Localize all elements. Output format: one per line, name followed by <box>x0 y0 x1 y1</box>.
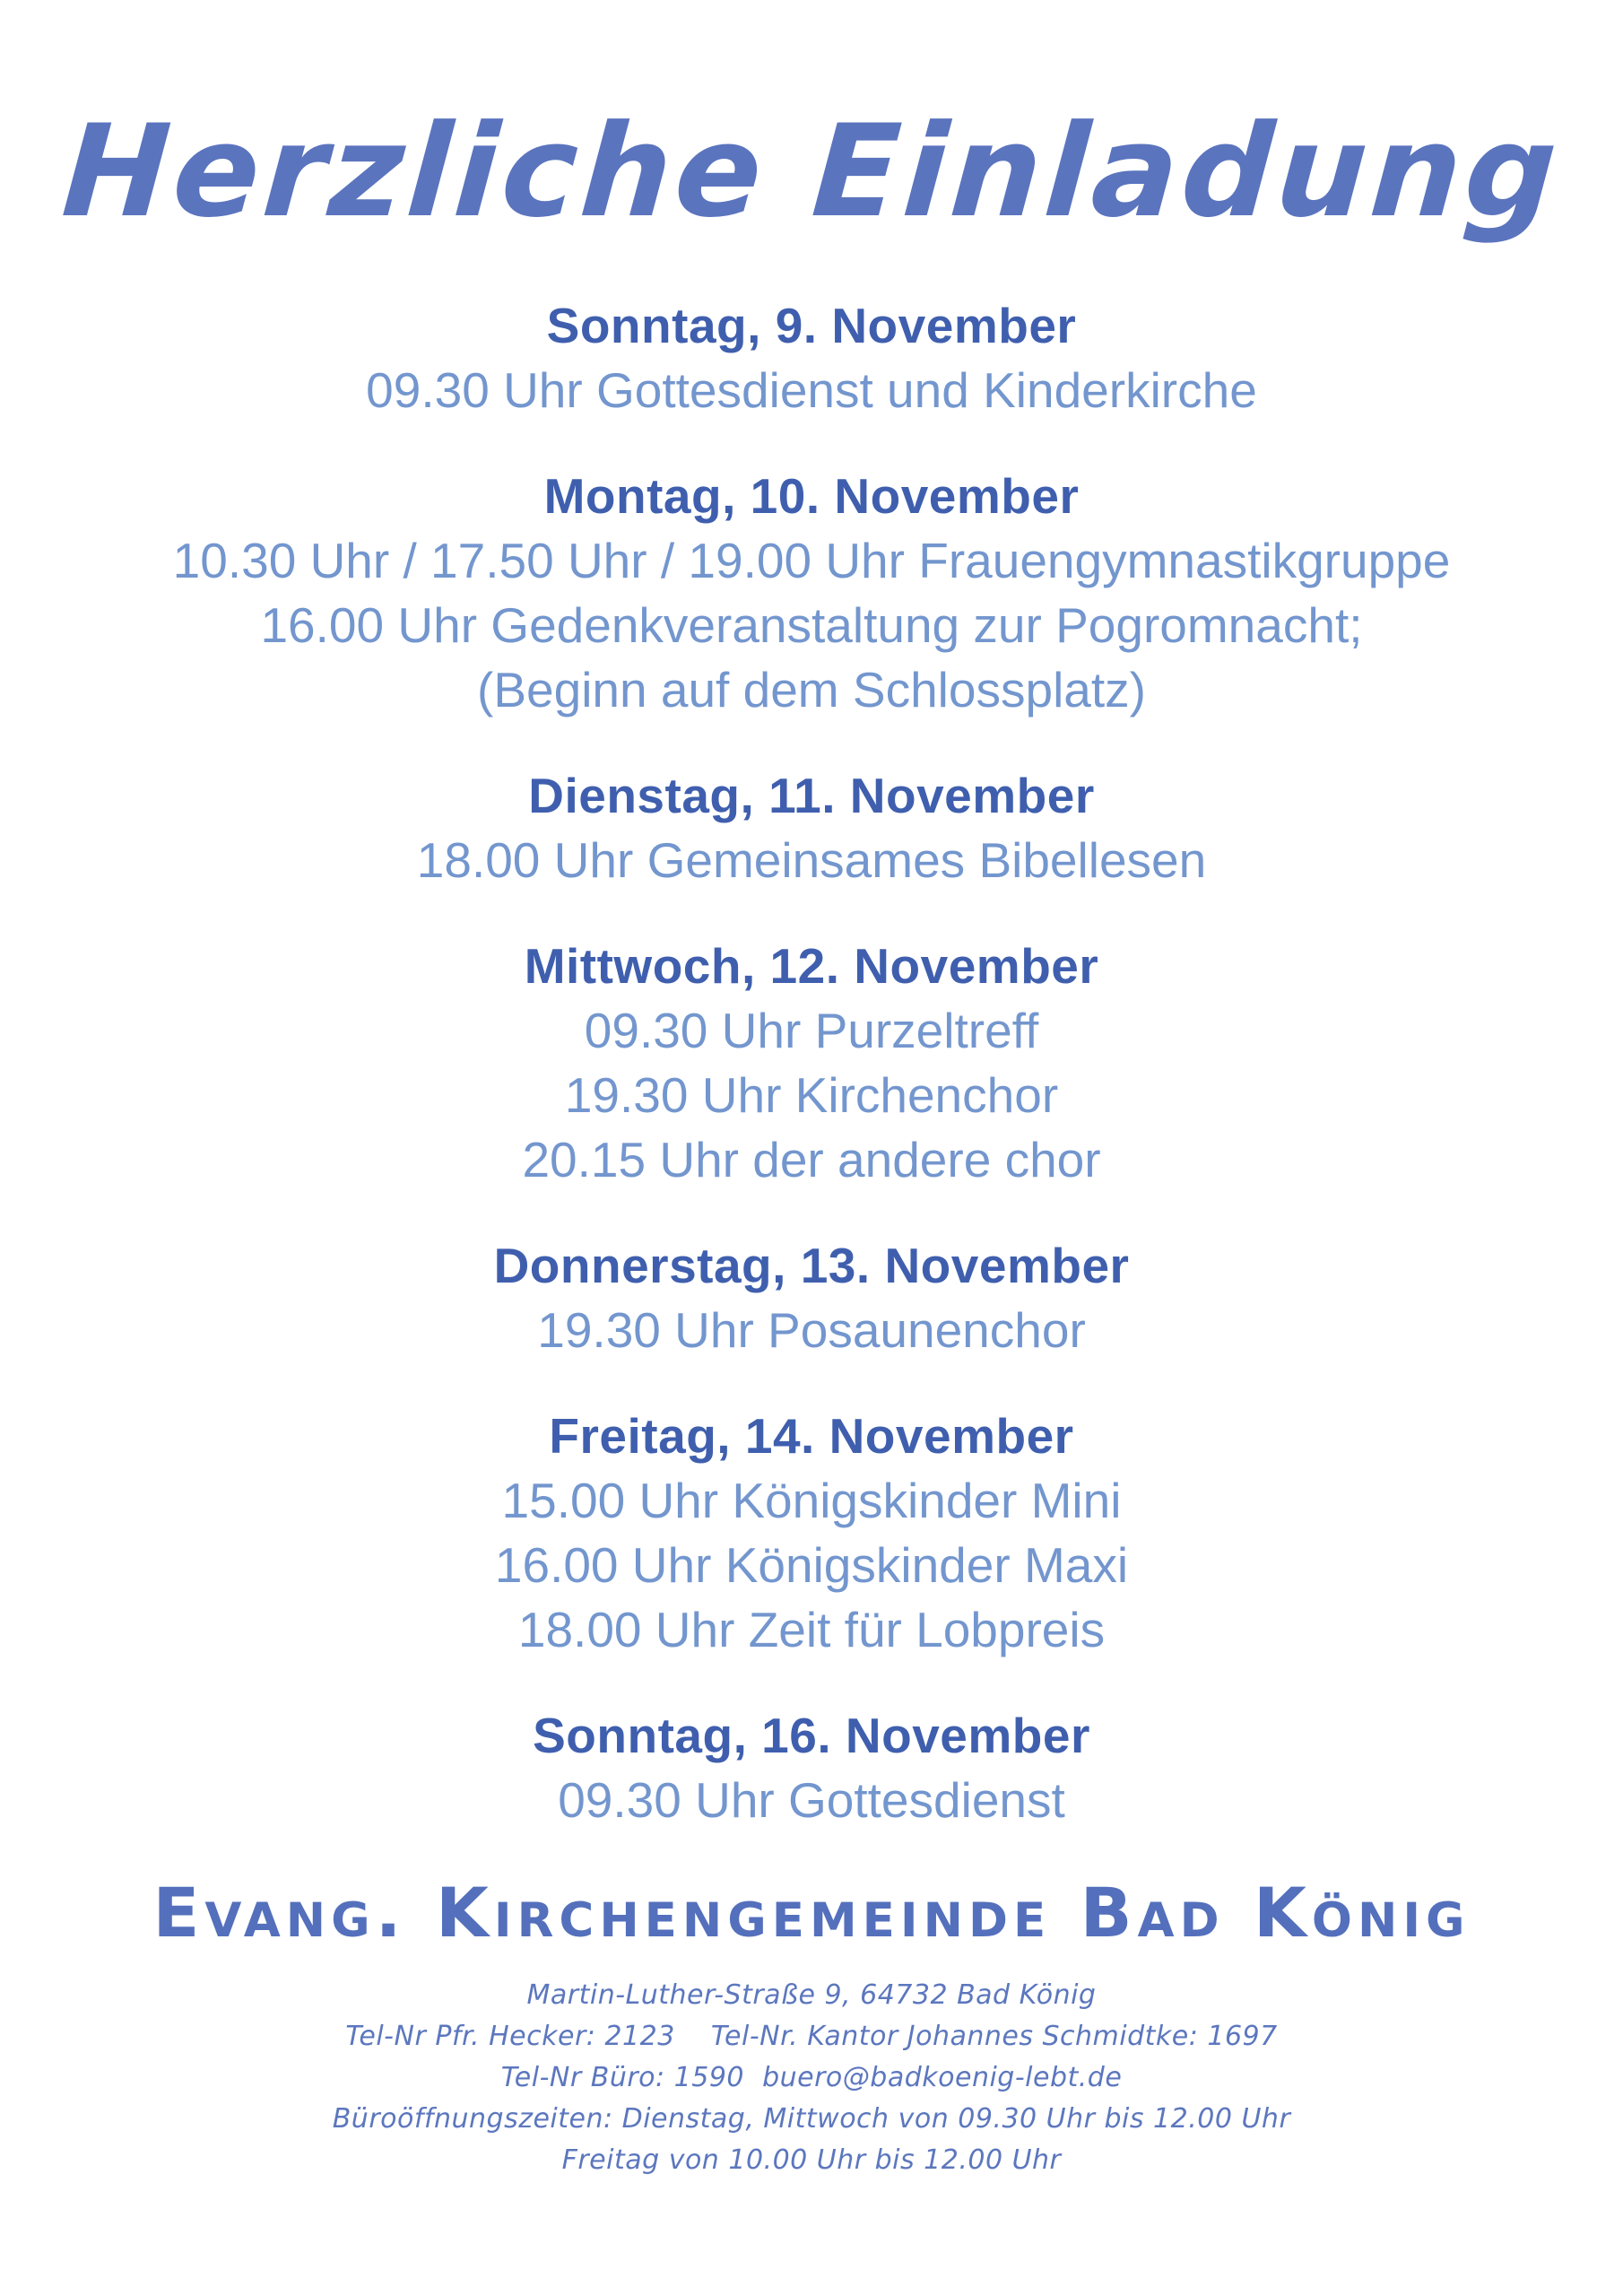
contact-phone-office-email: Tel-Nr Büro: 1590 buero@badkoenig-lebt.d… <box>500 2061 1123 2093</box>
event-line: 18.00 Uhr Gemeinsames Bibellesen <box>416 831 1207 888</box>
section-montag-10: Montag, 10. November 10.30 Uhr / 17.50 U… <box>0 464 1623 722</box>
contact-office-hours-friday: Freitag von 10.00 Uhr bis 12.00 Uhr <box>561 2144 1062 2176</box>
event-line: 19.30 Uhr Posaunenchor <box>537 1301 1086 1358</box>
section-donnerstag-13: Donnerstag, 13. November 19.30 Uhr Posau… <box>0 1233 1623 1362</box>
event-line: 16.00 Uhr Königskinder Maxi <box>494 1536 1129 1593</box>
page-title: Herzliche Einladung <box>57 98 1566 246</box>
event-line: 09.30 Uhr Purzeltreff <box>584 1002 1039 1058</box>
day-header: Freitag, 14. November <box>549 1407 1074 1464</box>
contact-office-hours: Büroöffnungszeiten: Dienstag, Mittwoch v… <box>332 2102 1291 2135</box>
day-header: Sonntag, 9. November <box>546 297 1077 353</box>
event-line: 15.00 Uhr Königskinder Mini <box>501 1472 1122 1528</box>
contact-phone-pastor-kantor: Tel-Nr Pfr. Hecker: 2123 Tel-Nr. Kantor … <box>345 2020 1278 2052</box>
event-line: 09.30 Uhr Gottesdienst und Kinderkirche <box>366 361 1257 418</box>
organization-name: Evang. Kirchengemeinde Bad König <box>152 1872 1471 1952</box>
contact-address: Martin-Luther-Straße 9, 64732 Bad König <box>526 1979 1097 2011</box>
section-dienstag-11: Dienstag, 11. November 18.00 Uhr Gemeins… <box>0 763 1623 892</box>
day-header: Sonntag, 16. November <box>533 1707 1090 1763</box>
event-line: 20.15 Uhr der andere chor <box>522 1131 1101 1187</box>
event-line: 16.00 Uhr Gedenkveranstaltung zur Pogrom… <box>260 596 1363 653</box>
event-line: 10.30 Uhr / 17.50 Uhr / 19.00 Uhr Frauen… <box>172 532 1451 588</box>
section-sonntag-9: Sonntag, 9. November 09.30 Uhr Gottesdie… <box>0 293 1623 422</box>
event-line: 18.00 Uhr Zeit für Lobpreis <box>517 1601 1106 1657</box>
contact-block: Martin-Luther-Straße 9, 64732 Bad König … <box>0 1975 1623 2181</box>
day-header: Donnerstag, 13. November <box>493 1237 1130 1293</box>
section-sonntag-16: Sonntag, 16. November 09.30 Uhr Gottesdi… <box>0 1703 1623 1832</box>
event-line: 09.30 Uhr Gottesdienst <box>558 1771 1065 1828</box>
event-line: (Beginn auf dem Schlossplatz) <box>477 661 1146 718</box>
event-line: 19.30 Uhr Kirchenchor <box>564 1066 1059 1123</box>
section-mittwoch-12: Mittwoch, 12. November 09.30 Uhr Purzelt… <box>0 934 1623 1192</box>
section-freitag-14: Freitag, 14. November 15.00 Uhr Königski… <box>0 1404 1623 1662</box>
day-header: Dienstag, 11. November <box>528 767 1095 823</box>
day-header: Mittwoch, 12. November <box>524 937 1099 994</box>
day-header: Montag, 10. November <box>543 467 1080 524</box>
